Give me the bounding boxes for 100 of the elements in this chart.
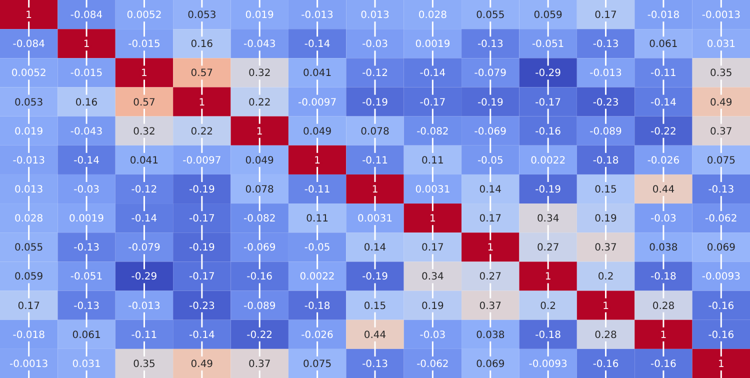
data-label: -0.14: [420, 68, 446, 80]
data-label: -0.043: [70, 126, 103, 138]
data-label: -0.16: [535, 126, 562, 138]
data-label: 0.031: [706, 39, 736, 50]
data-label: 0.053: [14, 97, 44, 108]
data-label: -0.069: [474, 126, 507, 138]
data-label: -0.17: [420, 97, 446, 108]
data-label: -0.14: [304, 39, 330, 50]
data-label: 0.17: [422, 242, 444, 254]
data-label: -0.22: [246, 330, 273, 341]
data-label: -0.13: [362, 358, 388, 370]
data-label: 0.16: [190, 39, 214, 50]
data-label: 0.075: [706, 155, 736, 166]
data-label: -0.051: [532, 39, 564, 50]
data-label: 0.0022: [300, 272, 335, 283]
data-label: 1: [314, 155, 320, 166]
data-label: 0.049: [245, 155, 274, 166]
data-label: 0.059: [534, 10, 562, 22]
data-label: 0.061: [649, 39, 678, 50]
data-label: 0.37: [479, 300, 502, 312]
data-label: 0.32: [248, 68, 271, 80]
data-label: -0.18: [304, 300, 330, 312]
data-label: -0.062: [705, 214, 738, 225]
data-label: -0.13: [592, 39, 619, 50]
data-label: -0.084: [12, 39, 45, 50]
data-label: 0.2: [540, 300, 556, 312]
data-label: 0.0052: [11, 68, 46, 80]
data-label: 0.34: [422, 272, 444, 283]
data-label: -0.19: [535, 184, 562, 196]
data-label: 0.041: [302, 68, 332, 80]
data-label: -0.084: [70, 10, 103, 22]
data-label: -0.089: [590, 126, 622, 138]
data-label: 0.078: [245, 184, 274, 196]
data-label: -0.013: [301, 10, 334, 22]
data-label: 0.35: [133, 358, 156, 370]
data-label: -0.018: [12, 330, 45, 341]
data-label: -0.12: [131, 184, 158, 196]
data-label: -0.015: [128, 39, 160, 50]
data-label: -0.03: [74, 184, 100, 196]
data-label: -0.14: [188, 330, 215, 341]
data-label: 0.028: [14, 214, 44, 225]
data-label: -0.18: [650, 272, 676, 283]
data-label: 0.11: [306, 214, 328, 225]
data-label: 0.37: [248, 358, 271, 370]
data-label: 1: [718, 358, 724, 370]
data-label: 0.059: [14, 272, 44, 283]
data-label: -0.13: [708, 184, 734, 196]
data-label: 0.069: [706, 242, 736, 254]
data-label: 0.2: [598, 272, 614, 283]
data-label: -0.11: [304, 184, 330, 196]
data-label: -0.0097: [182, 155, 222, 166]
data-label: -0.013: [128, 300, 160, 312]
data-label: -0.043: [243, 39, 276, 50]
data-label: -0.23: [592, 97, 619, 108]
data-label: 0.57: [190, 68, 214, 80]
data-label: -0.051: [70, 272, 103, 283]
data-label: 0.041: [130, 155, 159, 166]
data-label: -0.14: [74, 155, 100, 166]
data-label: 0.069: [476, 358, 505, 370]
data-label: 0.019: [245, 10, 274, 22]
data-label: -0.11: [131, 330, 158, 341]
data-label: -0.03: [650, 214, 676, 225]
data-label: -0.0013: [702, 10, 740, 22]
data-label: -0.069: [243, 242, 276, 254]
data-label: -0.16: [708, 300, 734, 312]
data-label: 1: [198, 97, 206, 108]
data-label: 0.013: [360, 10, 390, 22]
data-label: -0.13: [74, 300, 100, 312]
data-label: -0.16: [708, 330, 734, 341]
data-label: 0.28: [652, 300, 675, 312]
data-label: 0.053: [188, 10, 216, 22]
data-label: 1: [660, 330, 667, 341]
data-label: 0.17: [594, 10, 617, 22]
data-label: -0.19: [362, 272, 388, 283]
data-label: 0.038: [649, 242, 678, 254]
data-label: 0.19: [422, 300, 444, 312]
data-label: -0.082: [416, 126, 449, 138]
data-label: 1: [256, 126, 263, 138]
data-label: -0.22: [650, 126, 676, 138]
data-label: 0.22: [248, 97, 271, 108]
data-label: 0.27: [536, 242, 560, 254]
data-label: 1: [83, 39, 90, 50]
data-label: -0.11: [650, 68, 676, 80]
data-label: 0.22: [190, 126, 214, 138]
data-label: 0.055: [476, 10, 505, 22]
data-label: 1: [430, 214, 436, 225]
data-label: 0.19: [594, 214, 617, 225]
data-label: -0.16: [246, 272, 273, 283]
data-label: -0.05: [304, 242, 330, 254]
data-label: -0.026: [647, 155, 680, 166]
data-label: 1: [26, 10, 32, 22]
data-label: -0.18: [535, 330, 562, 341]
data-label: 0.57: [133, 97, 156, 108]
data-label: 0.0031: [358, 214, 392, 225]
data-label: 0.14: [479, 184, 502, 196]
data-label: 0.078: [360, 126, 390, 138]
data-label: 0.075: [302, 358, 332, 370]
data-label: -0.19: [477, 97, 504, 108]
data-label: -0.19: [188, 242, 215, 254]
data-label: 0.019: [14, 126, 44, 138]
